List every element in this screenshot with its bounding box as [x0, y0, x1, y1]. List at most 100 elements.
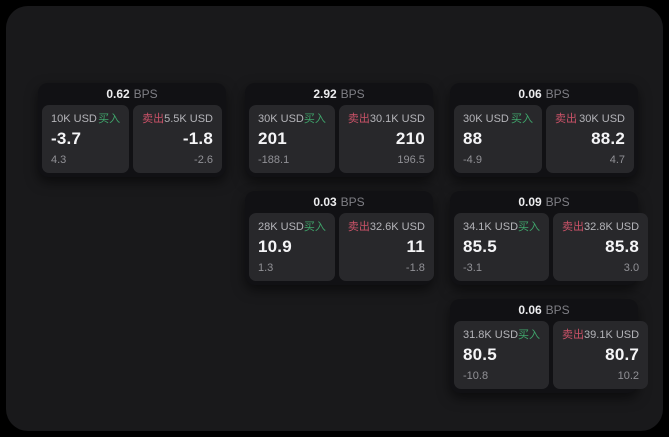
buy-tile-header: 28K USD 买入	[258, 221, 326, 234]
sell-delta: -2.6	[194, 154, 213, 166]
buy-tile[interactable]: 34.1K USD 买入 85.5 -3.1	[454, 213, 550, 281]
bps-value: 0.03	[313, 195, 337, 209]
sell-delta: 10.2	[617, 370, 640, 382]
sell-side-label: 卖出	[562, 221, 585, 233]
card-header: 0.03 BPS	[245, 191, 433, 213]
buy-size: 28K USD	[258, 221, 304, 233]
sell-price: 80.7	[605, 345, 640, 364]
buy-price: 85.5	[463, 237, 497, 256]
buy-tile[interactable]: 31.8K USD 买入 80.5 -10.8	[454, 321, 550, 389]
buy-delta: -4.9	[463, 154, 482, 166]
quotes-dashboard-panel: 0.62 BPS 10K USD 买入 -3.7 4.3 卖出 5.5K USD…	[6, 6, 663, 431]
sell-size: 39.1K USD	[584, 329, 640, 341]
bps-value: 0.09	[518, 195, 542, 209]
bps-unit-label: BPS	[545, 303, 570, 317]
sell-price: 88.2	[591, 129, 625, 148]
sell-tile[interactable]: 卖出 32.8K USD 85.8 3.0	[553, 213, 649, 281]
sell-tile[interactable]: 卖出 30K USD 88.2 4.7	[546, 105, 634, 173]
buy-size: 34.1K USD	[463, 221, 519, 233]
buy-price: 201	[258, 129, 287, 148]
sell-tile[interactable]: 卖出 39.1K USD 80.7 10.2	[553, 321, 649, 389]
buy-price: 10.9	[258, 237, 292, 256]
sell-side-label: 卖出	[347, 113, 370, 125]
card-header: 0.06 BPS	[450, 83, 638, 105]
sell-size: 5.5K USD	[164, 113, 213, 125]
buy-side-label: 买入	[303, 221, 326, 233]
buy-price: 88	[463, 129, 483, 148]
sell-delta: 4.7	[609, 154, 625, 166]
card-body: 28K USD 买入 10.9 1.3 卖出 32.6K USD 11 -1.8	[245, 213, 434, 281]
sell-price: -1.8	[182, 129, 213, 148]
buy-price: -3.7	[51, 129, 82, 148]
sell-tile-header: 卖出 5.5K USD	[142, 113, 213, 126]
quote-card: 0.06 BPS 31.8K USD 买入 80.5 -10.8 卖出 39.1…	[450, 299, 649, 393]
sell-price: 85.8	[605, 237, 640, 256]
buy-side-label: 买入	[511, 113, 533, 125]
bps-unit-label: BPS	[545, 87, 570, 101]
quote-card: 0.06 BPS 30K USD 买入 88 -4.9 卖出 30K USD 8…	[450, 83, 638, 177]
buy-delta: -188.1	[258, 154, 290, 166]
bps-value: 0.62	[106, 87, 130, 101]
bps-value: 0.06	[518, 87, 542, 101]
bps-value: 2.92	[313, 87, 337, 101]
buy-tile[interactable]: 30K USD 买入 201 -188.1	[249, 105, 335, 173]
sell-delta: -1.8	[405, 262, 425, 274]
card-header: 0.62 BPS	[38, 83, 226, 105]
sell-side-label: 卖出	[555, 113, 577, 125]
sell-delta: 196.5	[397, 154, 425, 166]
buy-tile-header: 34.1K USD 买入	[463, 221, 540, 234]
buy-size: 30K USD	[463, 113, 509, 125]
sell-tile-header: 卖出 39.1K USD	[562, 329, 639, 342]
sell-tile-header: 卖出 30K USD	[555, 113, 625, 126]
sell-size: 32.6K USD	[369, 221, 425, 233]
quote-card: 0.62 BPS 10K USD 买入 -3.7 4.3 卖出 5.5K USD…	[38, 83, 226, 177]
sell-price: 210	[395, 129, 425, 148]
sell-side-label: 卖出	[142, 113, 165, 125]
buy-tile-header: 30K USD 买入	[463, 113, 533, 126]
buy-delta: 4.3	[51, 154, 67, 166]
buy-size: 30K USD	[258, 113, 304, 125]
card-body: 10K USD 买入 -3.7 4.3 卖出 5.5K USD -1.8 -2.…	[38, 105, 226, 173]
buy-tile[interactable]: 10K USD 买入 -3.7 4.3	[42, 105, 130, 173]
buy-size: 10K USD	[51, 113, 97, 125]
quote-card: 0.09 BPS 34.1K USD 买入 85.5 -3.1 卖出 32.8K…	[450, 191, 649, 285]
buy-tile-header: 10K USD 买入	[51, 113, 120, 126]
sell-tile-header: 卖出 32.6K USD	[348, 221, 425, 234]
card-header: 0.09 BPS	[450, 191, 638, 213]
sell-size: 30.1K USD	[369, 113, 425, 125]
buy-tile[interactable]: 30K USD 买入 88 -4.9	[454, 105, 542, 173]
buy-tile[interactable]: 28K USD 买入 10.9 1.3	[249, 213, 335, 281]
sell-price: 11	[406, 237, 425, 256]
bps-unit-label: BPS	[340, 195, 365, 209]
sell-size: 32.8K USD	[584, 221, 640, 233]
bps-unit-label: BPS	[545, 195, 570, 209]
sell-tile[interactable]: 卖出 32.6K USD 11 -1.8	[338, 213, 434, 281]
sell-tile-header: 卖出 32.8K USD	[562, 221, 639, 234]
bps-unit-label: BPS	[340, 87, 365, 101]
buy-delta: -3.1	[463, 262, 482, 274]
card-body: 30K USD 买入 201 -188.1 卖出 30.1K USD 210 1…	[245, 105, 434, 173]
buy-delta: 1.3	[258, 262, 274, 274]
card-header: 2.92 BPS	[245, 83, 433, 105]
sell-tile-header: 卖出 30.1K USD	[348, 113, 425, 126]
quote-card: 0.03 BPS 28K USD 买入 10.9 1.3 卖出 32.6K US…	[245, 191, 434, 285]
buy-delta: -10.8	[463, 370, 489, 382]
buy-tile-header: 30K USD 买入	[258, 113, 326, 126]
quote-card: 2.92 BPS 30K USD 买入 201 -188.1 卖出 30.1K …	[245, 83, 434, 177]
card-body: 31.8K USD 买入 80.5 -10.8 卖出 39.1K USD 80.…	[450, 321, 649, 389]
buy-price: 80.5	[463, 345, 497, 364]
sell-size: 30K USD	[579, 113, 625, 125]
sell-side-label: 卖出	[562, 329, 585, 341]
buy-side-label: 买入	[518, 329, 541, 341]
buy-side-label: 买入	[303, 113, 326, 125]
card-header: 0.06 BPS	[450, 299, 638, 321]
sell-side-label: 卖出	[347, 221, 370, 233]
sell-tile[interactable]: 卖出 5.5K USD -1.8 -2.6	[133, 105, 222, 173]
bps-value: 0.06	[518, 303, 542, 317]
buy-side-label: 买入	[98, 113, 121, 125]
bps-unit-label: BPS	[133, 87, 158, 101]
buy-tile-header: 31.8K USD 买入	[463, 329, 540, 342]
card-body: 30K USD 买入 88 -4.9 卖出 30K USD 88.2 4.7	[450, 105, 638, 173]
sell-delta: 3.0	[623, 262, 640, 274]
sell-tile[interactable]: 卖出 30.1K USD 210 196.5	[338, 105, 434, 173]
